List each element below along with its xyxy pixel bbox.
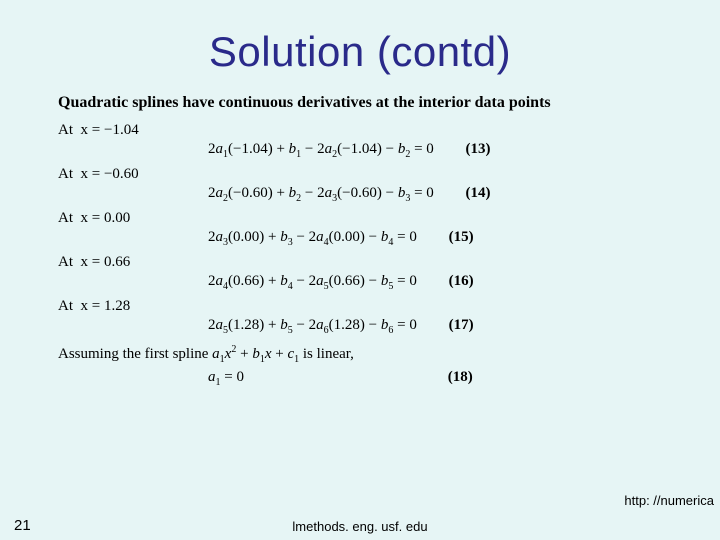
final-equation: a1 = 0 (18) xyxy=(58,369,670,388)
eqnum-final: (18) xyxy=(448,369,473,386)
at-line-2: At x = 0.00 xyxy=(58,210,670,227)
eqnum-3: (16) xyxy=(449,273,474,290)
intro-text: Quadratic splines have continuous deriva… xyxy=(58,94,670,112)
slide-title: Solution (contd) xyxy=(50,28,670,76)
slide-container: Solution (contd) Quadratic splines have … xyxy=(0,0,720,540)
at-line-0: At x = −1.04 xyxy=(58,122,670,139)
equation-2: 2a3(0.00) + b3 − 2a4(0.00) − b4 = 0 (15) xyxy=(58,229,670,248)
eqnum-1: (14) xyxy=(466,185,491,202)
assume-prefix: Assuming the first spline xyxy=(58,346,212,362)
eqnum-2: (15) xyxy=(449,229,474,246)
eqnum-0: (13) xyxy=(466,141,491,158)
equation-0: 2a1(−1.04) + b1 − 2a2(−1.04) − b2 = 0 (1… xyxy=(58,141,670,160)
at-line-3: At x = 0.66 xyxy=(58,254,670,271)
assume-line: Assuming the first spline a1x2 + b1x + c… xyxy=(58,344,670,365)
slide-content: Quadratic splines have continuous deriva… xyxy=(50,94,670,388)
footer-center: lmethods. eng. usf. edu xyxy=(0,519,720,534)
footer-right: http: //numerica xyxy=(624,493,714,508)
assume-suffix: is linear, xyxy=(299,346,354,362)
at-line-4: At x = 1.28 xyxy=(58,298,670,315)
equation-1: 2a2(−0.60) + b2 − 2a3(−0.60) − b3 = 0 (1… xyxy=(58,185,670,204)
equation-4: 2a5(1.28) + b5 − 2a6(1.28) − b6 = 0 (17) xyxy=(58,317,670,336)
equation-3: 2a4(0.66) + b4 − 2a5(0.66) − b5 = 0 (16) xyxy=(58,273,670,292)
at-line-1: At x = −0.60 xyxy=(58,166,670,183)
eqnum-4: (17) xyxy=(449,317,474,334)
